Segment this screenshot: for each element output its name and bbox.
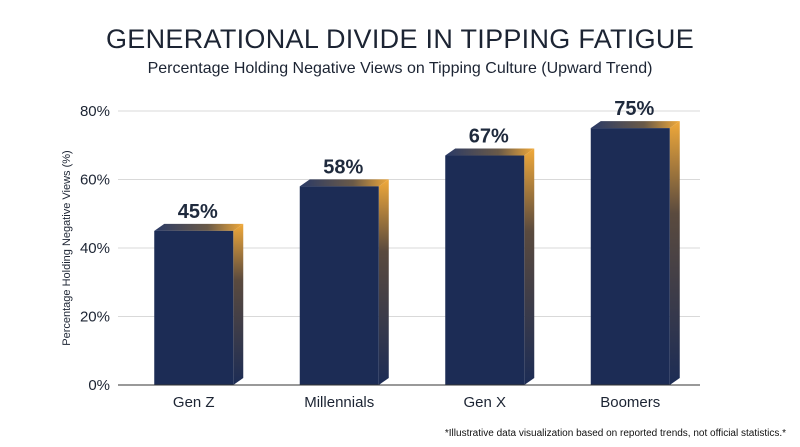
chart-subtitle: Percentage Holding Negative Views on Tip… [147, 60, 653, 77]
y-tick-label: 40% [80, 240, 110, 257]
x-tick-label: Gen X [463, 394, 506, 411]
data-label: 67% [469, 126, 509, 148]
y-tick-label: 60% [80, 172, 110, 189]
bar [299, 186, 379, 385]
bar [154, 230, 234, 385]
y-tick-label: 80% [80, 103, 110, 120]
chart-title: GENERATIONAL DIVIDE IN TIPPING FATIGUE [106, 24, 694, 54]
data-label: 75% [614, 98, 654, 120]
bar-top [590, 121, 680, 129]
data-label: 58% [323, 156, 363, 178]
x-tick-label: Boomers [600, 394, 660, 411]
bar-side [233, 223, 244, 385]
y-tick-label: 0% [88, 377, 110, 394]
bar-top [299, 179, 389, 187]
y-axis-label: Percentage Holding Negative Views (%) [61, 150, 73, 345]
y-tick-label: 20% [80, 309, 110, 326]
x-tick-label: Millennials [304, 394, 374, 411]
bar-top [445, 148, 535, 156]
bar [445, 155, 525, 385]
bar-side [669, 121, 680, 385]
data-label: 45% [178, 201, 218, 223]
footnote: *Illustrative data visualization based o… [444, 428, 786, 439]
x-tick-label: Gen Z [173, 394, 215, 411]
bar-side [378, 179, 389, 385]
bar [590, 128, 670, 385]
bar-side [524, 148, 535, 385]
bar-top [154, 223, 244, 231]
